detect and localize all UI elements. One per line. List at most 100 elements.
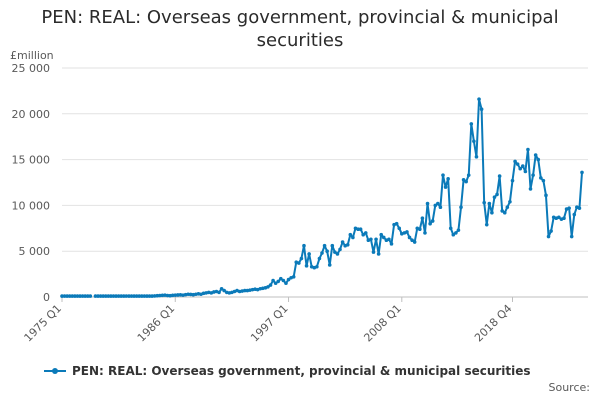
legend: PEN: REAL: Overseas government, provinci…: [44, 364, 531, 378]
data-point: [541, 178, 546, 183]
data-point: [132, 294, 136, 298]
data-point: [333, 250, 337, 254]
data-point: [469, 122, 474, 126]
data-point: [170, 293, 175, 298]
data-point: [536, 157, 541, 162]
data-point: [276, 279, 281, 284]
chart-title-line-2: securities: [256, 30, 344, 51]
data-point: [93, 294, 98, 298]
data-point: [75, 294, 80, 298]
data-point: [219, 286, 224, 291]
data-point: [484, 222, 489, 227]
data-point: [98, 294, 103, 298]
y-tick-label: 20 000: [12, 108, 51, 121]
data-point: [369, 237, 373, 242]
data-point: [140, 294, 144, 298]
data-point: [381, 235, 386, 240]
data-point: [526, 147, 530, 152]
data-point: [562, 216, 566, 221]
data-point: [65, 294, 69, 298]
data-point: [273, 281, 278, 286]
data-point: [96, 294, 100, 298]
data-point: [137, 294, 142, 298]
data-point: [335, 252, 340, 256]
data-point: [340, 240, 345, 244]
data-point: [425, 201, 430, 206]
data-point: [420, 216, 425, 221]
x-tick-label: 1975 Q1: [22, 302, 65, 345]
data-point: [487, 201, 492, 206]
data-point: [111, 294, 116, 298]
data-point: [266, 285, 270, 289]
data-point: [405, 230, 409, 234]
data-point: [428, 221, 432, 226]
data-point: [446, 177, 450, 181]
data-point: [461, 177, 466, 182]
data-point: [242, 288, 247, 293]
data-point: [410, 238, 414, 243]
data-point: [103, 294, 108, 298]
data-point: [127, 294, 131, 298]
data-point: [173, 293, 178, 297]
data-point: [217, 290, 221, 295]
x-tick-label: 2008 Q1: [361, 302, 404, 345]
data-point: [83, 294, 87, 298]
data-point: [454, 231, 458, 235]
data-point: [518, 166, 523, 171]
data-point: [281, 278, 286, 283]
x-tick-label: 1997 Q1: [248, 302, 291, 345]
data-point: [464, 179, 468, 184]
data-point: [147, 294, 152, 298]
data-point: [356, 227, 360, 232]
data-point: [325, 249, 329, 253]
y-tick-label: 25 000: [12, 62, 51, 75]
data-point: [549, 229, 553, 233]
data-point: [374, 237, 378, 242]
source-label: Source:: [548, 381, 591, 394]
data-point: [286, 277, 291, 282]
data-point: [397, 226, 402, 231]
data-point: [222, 288, 226, 293]
x-tick-label: 2018 Q4: [472, 302, 515, 345]
data-point: [124, 294, 129, 298]
data-point: [482, 200, 486, 205]
data-point: [497, 174, 502, 178]
data-point: [351, 235, 355, 240]
data-point: [101, 294, 105, 298]
data-point: [515, 162, 520, 166]
data-point: [423, 231, 427, 235]
data-point: [459, 205, 463, 210]
data-point: [358, 227, 363, 232]
data-point: [60, 294, 64, 298]
data-point: [572, 212, 577, 217]
data-point: [477, 97, 481, 101]
data-point: [155, 293, 160, 298]
legend-swatch: [44, 366, 66, 376]
data-point: [533, 153, 538, 157]
data-point: [448, 226, 453, 231]
data-point: [62, 294, 67, 298]
data-point: [456, 228, 461, 232]
data-point: [158, 293, 162, 298]
data-point: [379, 232, 384, 237]
data-point: [528, 187, 533, 191]
legend-label: PEN: REAL: Overseas government, provinci…: [72, 364, 531, 378]
data-point: [67, 294, 72, 298]
data-point: [114, 294, 118, 298]
x-tick-label: 1986 Q1: [135, 302, 178, 345]
data-point: [299, 256, 304, 261]
data-point: [116, 294, 121, 298]
x-axis: 1975 Q1 1986 Q1 1997 Q1 2008 Q1 2018 Q4: [22, 297, 515, 344]
data-point: [109, 294, 113, 298]
series-group: [60, 97, 584, 298]
data-point: [73, 294, 77, 298]
data-point: [577, 206, 582, 210]
data-point: [508, 199, 512, 204]
y-axis-unit-label: £million: [10, 49, 54, 62]
data-point: [531, 173, 535, 177]
data-point: [430, 219, 435, 223]
data-point: [580, 170, 584, 175]
data-point: [119, 294, 124, 298]
data-point: [268, 283, 273, 287]
data-point: [389, 242, 394, 246]
